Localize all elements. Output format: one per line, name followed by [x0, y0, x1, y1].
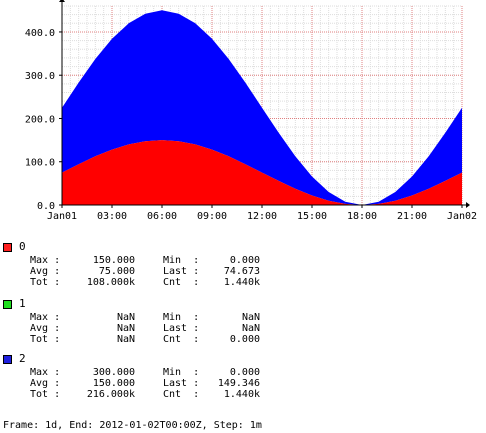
y-axis-ticks: 0.0 100.0 200.0 300.0 400.0	[25, 28, 62, 212]
legend-stat-row: Tot : 216.000k Cnt : 1.440k	[0, 389, 486, 401]
x-tick-label: Jan01	[47, 211, 77, 222]
stat-value: 75.000	[98, 266, 135, 277]
chart-series	[62, 10, 462, 205]
x-tick-label: 15:00	[297, 211, 327, 222]
x-tick-label: 03:00	[97, 211, 127, 222]
stat-label: Last :	[163, 266, 200, 277]
legend-stat-row: Max : NaN Min : NaN	[0, 312, 486, 324]
legend-series-name: 1	[19, 297, 26, 310]
footer-info: Frame: 1d, End: 2012-01-02T00:00Z, Step:…	[3, 420, 262, 431]
stat-label: Min :	[163, 367, 200, 378]
stat-value: NaN	[116, 334, 135, 345]
stat-label: Max :	[30, 312, 61, 323]
x-axis-arrow	[466, 202, 470, 208]
x-tick-label: 18:00	[347, 211, 377, 222]
legend-swatch	[3, 355, 12, 364]
y-tick-label: 100.0	[25, 158, 55, 169]
legend-stat-row: Avg : NaN Last : NaN	[0, 323, 486, 335]
x-axis-ticks: Jan01 03:00 06:00 09:00 12:00 15:00 18:00 21:00…	[47, 205, 477, 222]
chart-area: Jan01 03:00 06:00 09:00 12:00 15:00 18:00 21:00…	[25, 0, 477, 222]
stat-label: Tot :	[30, 277, 61, 288]
x-tick-label: 09:00	[197, 211, 227, 222]
stat-value: 150.000	[92, 255, 135, 266]
stat-value: 0.000	[229, 367, 260, 378]
legend-series-name: 2	[19, 352, 26, 365]
legend-series-name: 0	[19, 240, 26, 253]
stat-value: 1.440k	[223, 277, 260, 288]
stat-label: Avg :	[30, 323, 61, 334]
x-tick-label: 12:00	[247, 211, 277, 222]
legend-stat-row: Avg : 150.000 Last : 149.346	[0, 378, 486, 390]
stat-value: 1.440k	[223, 389, 260, 400]
y-tick-label: 0.0	[37, 201, 55, 212]
stat-value: 0.000	[229, 255, 260, 266]
stat-label: Min :	[163, 255, 200, 266]
stat-value: 150.000	[92, 378, 135, 389]
area-series-0	[62, 140, 462, 205]
stat-value: 0.000	[229, 334, 260, 345]
y-tick-label: 300.0	[25, 71, 55, 82]
legend-swatch	[3, 243, 12, 252]
stat-label: Last :	[163, 378, 200, 389]
stat-label: Tot :	[30, 389, 61, 400]
x-tick-label: Jan02	[447, 211, 477, 222]
stat-label: Max :	[30, 367, 61, 378]
legend-stat-row: Tot : NaN Cnt : 0.000	[0, 334, 486, 346]
chart-axes	[59, 0, 470, 208]
legend-stat-row: Max : 300.000 Min : 0.000	[0, 367, 486, 379]
stat-value: 300.000	[92, 367, 135, 378]
y-tick-label: 400.0	[25, 28, 55, 39]
stat-value: NaN	[116, 323, 135, 334]
stat-label: Max :	[30, 255, 61, 266]
stat-value: NaN	[241, 312, 260, 323]
stat-value: 216.000k	[86, 389, 135, 400]
stat-label: Cnt :	[163, 277, 200, 288]
stat-label: Avg :	[30, 266, 61, 277]
x-tick-label: 06:00	[147, 211, 177, 222]
stat-label: Min :	[163, 312, 200, 323]
stat-label: Cnt :	[163, 334, 200, 345]
stat-value: 74.673	[223, 266, 260, 277]
legend-stat-row: Avg : 75.000 Last : 74.673	[0, 266, 486, 278]
stat-value: 108.000k	[86, 277, 135, 288]
x-tick-label: 21:00	[397, 211, 427, 222]
stat-label: Avg :	[30, 378, 61, 389]
y-tick-label: 200.0	[25, 114, 55, 125]
stat-label: Cnt :	[163, 389, 200, 400]
area-series-2	[62, 10, 462, 205]
legend-stat-row: Max : 150.000 Min : 0.000	[0, 255, 486, 267]
stat-value: 149.346	[217, 378, 260, 389]
stat-value: NaN	[116, 312, 135, 323]
stat-label: Last :	[163, 323, 200, 334]
legend-stat-row: Tot : 108.000k Cnt : 1.440k	[0, 277, 486, 289]
y-axis-arrow	[59, 0, 65, 2]
stat-value: NaN	[241, 323, 260, 334]
legend-swatch	[3, 300, 12, 309]
stat-label: Tot :	[30, 334, 61, 345]
